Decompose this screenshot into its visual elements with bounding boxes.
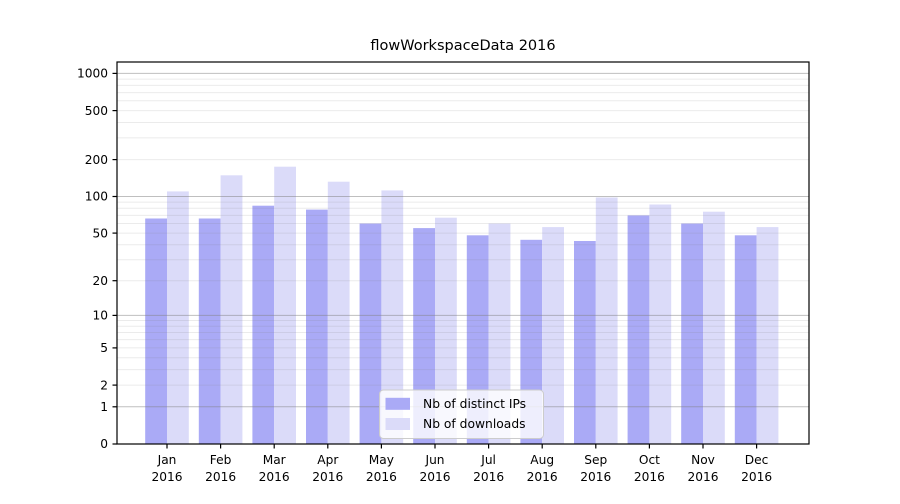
x-tick-label-year: 2016 [419,470,450,484]
y-tick-label: 5 [100,341,108,355]
x-tick-label-year: 2016 [687,470,718,484]
bar-distinct-ips-may [359,223,382,444]
bar-downloads-nov [703,211,725,444]
bar-distinct-ips-jan [145,218,167,444]
x-tick-label-month: Dec [745,453,769,467]
x-tick-label-year: 2016 [205,470,236,484]
x-tick-label-year: 2016 [634,470,665,484]
y-tick-label: 1000 [77,67,108,81]
bar-downloads-mar [274,166,296,444]
x-tick-label-year: 2016 [259,470,290,484]
bar-downloads-jan [167,191,189,444]
x-tick-label-month: May [369,453,394,467]
bar-downloads-dec [756,227,779,444]
x-tick-label-month: Jan [157,453,177,467]
x-tick-label-month: Jul [480,453,496,467]
legend: Nb of distinct IPs Nb of downloads [379,389,544,439]
x-tick-label-month: Apr [317,453,339,467]
x-tick-label-year: 2016 [151,470,182,484]
legend-label-distinct-ips: Nb of distinct IPs [423,397,526,411]
bar-downloads-jun [435,217,457,444]
bar-downloads-sep [595,197,618,444]
legend-box [379,389,544,439]
bar-downloads-oct [649,204,672,444]
x-tick-label-year: 2016 [580,470,611,484]
x-tick-label-year: 2016 [312,470,343,484]
x-tick-label-year: 2016 [366,470,397,484]
x-tick-label-month: Feb [210,453,232,467]
y-tick-label: 100 [85,190,108,204]
y-tick-label: 0 [100,437,108,451]
bar-distinct-ips-nov [681,223,703,444]
legend-swatch-distinct-ips [385,397,410,410]
y-tick-label: 2 [100,378,108,392]
legend-swatch-downloads [385,418,410,430]
x-tick-label-month: Jun [424,453,444,467]
bar-distinct-ips-oct [627,215,650,444]
bar-downloads-may [381,190,404,444]
bar-distinct-ips-dec [734,235,757,444]
x-tick-label-month: Mar [263,453,287,467]
chart-title: flowWorkspaceData 2016 [370,38,555,54]
bar-downloads-feb [220,175,243,445]
bar-distinct-ips-mar [252,205,275,444]
x-tick-label-month: Oct [639,453,660,467]
bar-distinct-ips-sep [574,241,596,444]
x-tick-label-year: 2016 [527,470,558,484]
x-tick-label-year: 2016 [741,470,772,484]
y-tick-label: 500 [85,104,108,118]
bar-downloads-jul [488,223,511,444]
plot-border [116,61,810,445]
bar-downloads-apr [327,181,350,444]
x-tick-label-year: 2016 [473,470,504,484]
y-tick-label: 1 [100,400,108,414]
y-tick-label: 10 [92,309,108,323]
legend-label-downloads: Nb of downloads [423,417,526,431]
x-tick-label-month: Nov [691,453,715,467]
y-tick-label: 20 [92,274,108,288]
axes-layer: 10005002001005020105210Jan2016Feb2016Mar… [77,61,810,484]
y-tick-label: 200 [85,153,108,167]
bar-distinct-ips-apr [306,209,328,444]
y-tick-label: 50 [92,226,108,240]
x-tick-label-month: Sep [584,453,607,467]
grid-layer [117,72,809,408]
bar-distinct-ips-feb [198,218,221,444]
x-tick-label-month: Aug [530,453,554,467]
bar-downloads-aug [542,227,564,444]
